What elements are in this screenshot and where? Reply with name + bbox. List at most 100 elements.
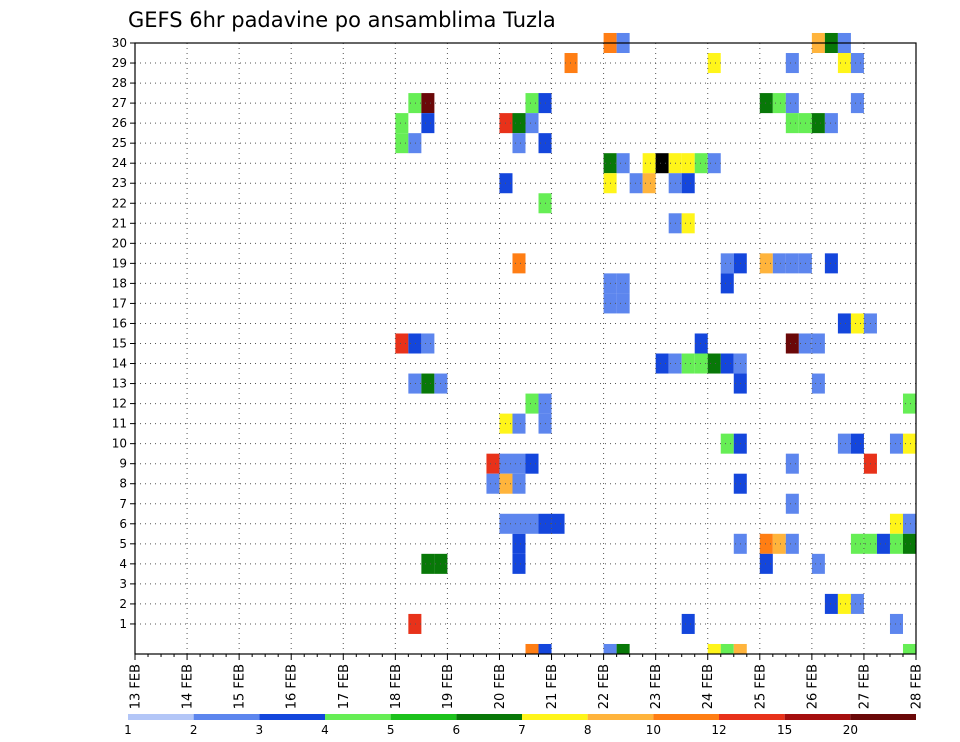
heatmap-cell xyxy=(811,113,825,134)
y-tick-label: 2 xyxy=(119,597,127,611)
colorbar-segment xyxy=(325,714,391,720)
heatmap-cell xyxy=(525,453,539,474)
y-tick-label: 13 xyxy=(112,377,127,391)
heatmap-cell xyxy=(811,373,825,394)
heatmap-cell xyxy=(551,513,565,534)
heatmap-cell xyxy=(629,173,643,194)
heatmap-cell xyxy=(811,333,825,354)
heatmap-cell xyxy=(525,113,539,134)
x-tick-label: 14 FEB xyxy=(181,664,196,709)
heatmap-cell xyxy=(824,113,838,134)
colorbar-segment xyxy=(784,714,851,720)
colorbar-segment xyxy=(193,714,260,720)
y-tick-label: 26 xyxy=(112,116,127,130)
y-tick-label: 9 xyxy=(119,457,127,471)
colorbar-segment xyxy=(259,714,325,720)
heatmap-cell xyxy=(837,593,851,614)
y-tick-label: 12 xyxy=(112,397,127,411)
y-tick-label: 29 xyxy=(112,56,127,70)
heatmap-cell xyxy=(512,473,526,494)
heatmap-cell xyxy=(889,533,903,554)
heatmap-cell xyxy=(486,473,500,494)
x-tick-label: 20 FEB xyxy=(493,664,508,709)
y-tick-label: 21 xyxy=(112,216,127,230)
heatmap-cell xyxy=(525,93,539,114)
colorbar-segment xyxy=(128,714,194,720)
heatmap-cell xyxy=(421,333,435,354)
heatmap-cell xyxy=(772,253,786,274)
heatmap-cell xyxy=(707,53,721,74)
x-tick-label: 28 FEB xyxy=(910,664,925,709)
heatmap-cell xyxy=(720,433,734,454)
heatmap-cell xyxy=(785,493,799,514)
heatmap-cell xyxy=(421,93,435,114)
x-tick-label: 22 FEB xyxy=(597,664,612,709)
x-tick-label: 19 FEB xyxy=(441,664,456,709)
colorbar-segment xyxy=(850,714,916,720)
y-tick-label: 27 xyxy=(112,96,127,110)
colorbar-label: 4 xyxy=(321,723,329,737)
heatmap-cell xyxy=(759,253,773,274)
heatmap-cell xyxy=(512,453,526,474)
colorbar-label: 6 xyxy=(453,723,461,737)
heatmap-cell xyxy=(395,333,409,354)
heatmap-cell xyxy=(759,533,773,554)
heatmap-cell xyxy=(850,93,864,114)
heatmap-cell xyxy=(707,353,721,374)
heatmap-cell xyxy=(785,253,799,274)
heatmap-cell xyxy=(642,153,656,174)
heatmap-cell xyxy=(421,553,435,574)
heatmap-cell xyxy=(655,153,669,174)
x-tick-label: 21 FEB xyxy=(545,664,560,709)
x-tick-label: 18 FEB xyxy=(389,664,404,709)
heatmap-cell xyxy=(772,533,786,554)
y-tick-label: 1 xyxy=(119,617,127,631)
heatmap-cell xyxy=(785,453,799,474)
heatmap-cell xyxy=(694,333,708,354)
colorbar-label: 8 xyxy=(584,723,592,737)
heatmap-cell xyxy=(603,643,617,654)
heatmap-cell xyxy=(707,153,721,174)
heatmap-cell xyxy=(850,533,864,554)
heatmap-cell xyxy=(512,513,526,534)
heatmap-cell xyxy=(395,113,409,134)
heatmap-cell xyxy=(889,513,903,534)
heatmap-cell xyxy=(408,133,422,154)
heatmap-cell xyxy=(785,333,799,354)
colorbar-segment xyxy=(587,714,654,720)
y-tick-label: 17 xyxy=(112,296,127,310)
heatmap-cell xyxy=(889,613,903,634)
colorbar-segment xyxy=(522,714,588,720)
heatmap-cell xyxy=(486,453,500,474)
heatmap-cell xyxy=(512,553,526,574)
heatmap-cell xyxy=(720,643,734,654)
y-tick-label: 4 xyxy=(119,557,127,571)
heatmap-cell xyxy=(720,353,734,374)
heatmap-cell xyxy=(876,533,890,554)
colorbar-segment xyxy=(653,714,719,720)
heatmap-cell xyxy=(902,513,916,534)
heatmap-cell xyxy=(681,173,695,194)
heatmap-cell xyxy=(889,433,903,454)
heatmap-cell xyxy=(616,293,630,314)
y-tick-label: 7 xyxy=(119,497,127,511)
heatmap-cell xyxy=(512,413,526,434)
y-tick-label: 23 xyxy=(112,176,127,190)
heatmap-cell xyxy=(694,353,708,374)
x-tick-label: 24 FEB xyxy=(701,664,716,709)
y-tick-label: 10 xyxy=(112,437,127,451)
heatmap-cell xyxy=(902,393,916,414)
heatmap-cell xyxy=(759,93,773,114)
y-tick-label: 14 xyxy=(112,357,127,371)
y-tick-label: 24 xyxy=(112,156,127,170)
heatmap-cell xyxy=(694,153,708,174)
y-tick-label: 20 xyxy=(112,236,127,250)
y-tick-label: 19 xyxy=(112,256,127,270)
heatmap-cell xyxy=(824,593,838,614)
heatmap-cell xyxy=(733,643,747,654)
heatmap-cell xyxy=(902,433,916,454)
colorbar-legend: 1 2 3 4 5 6 7 8 10 12 15 20 xyxy=(124,714,916,737)
y-tick-label: 15 xyxy=(112,336,127,350)
heatmap-cell xyxy=(616,273,630,294)
colorbar-label: 1 xyxy=(124,723,132,737)
